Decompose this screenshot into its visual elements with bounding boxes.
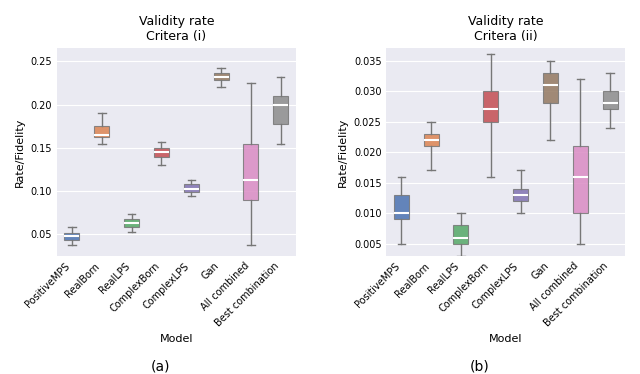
Text: (b): (b) <box>470 359 490 373</box>
PathPatch shape <box>65 233 79 240</box>
PathPatch shape <box>543 73 558 103</box>
PathPatch shape <box>603 91 618 110</box>
PathPatch shape <box>273 96 288 124</box>
PathPatch shape <box>214 73 228 80</box>
X-axis label: Model: Model <box>489 334 522 344</box>
Title: Validity rate
Critera (i): Validity rate Critera (i) <box>139 15 214 43</box>
Y-axis label: Rate/Fidelity: Rate/Fidelity <box>338 117 348 187</box>
PathPatch shape <box>483 91 498 122</box>
PathPatch shape <box>394 195 409 220</box>
PathPatch shape <box>243 144 259 200</box>
X-axis label: Model: Model <box>159 334 193 344</box>
PathPatch shape <box>573 146 588 213</box>
Title: Validity rate
Critera (ii): Validity rate Critera (ii) <box>468 15 543 43</box>
PathPatch shape <box>124 219 139 227</box>
PathPatch shape <box>513 189 528 201</box>
PathPatch shape <box>154 148 169 157</box>
PathPatch shape <box>94 126 109 137</box>
PathPatch shape <box>424 134 438 146</box>
Text: (a): (a) <box>150 359 170 373</box>
PathPatch shape <box>454 226 468 244</box>
Y-axis label: Rate/Fidelity: Rate/Fidelity <box>15 117 25 187</box>
PathPatch shape <box>184 184 199 192</box>
